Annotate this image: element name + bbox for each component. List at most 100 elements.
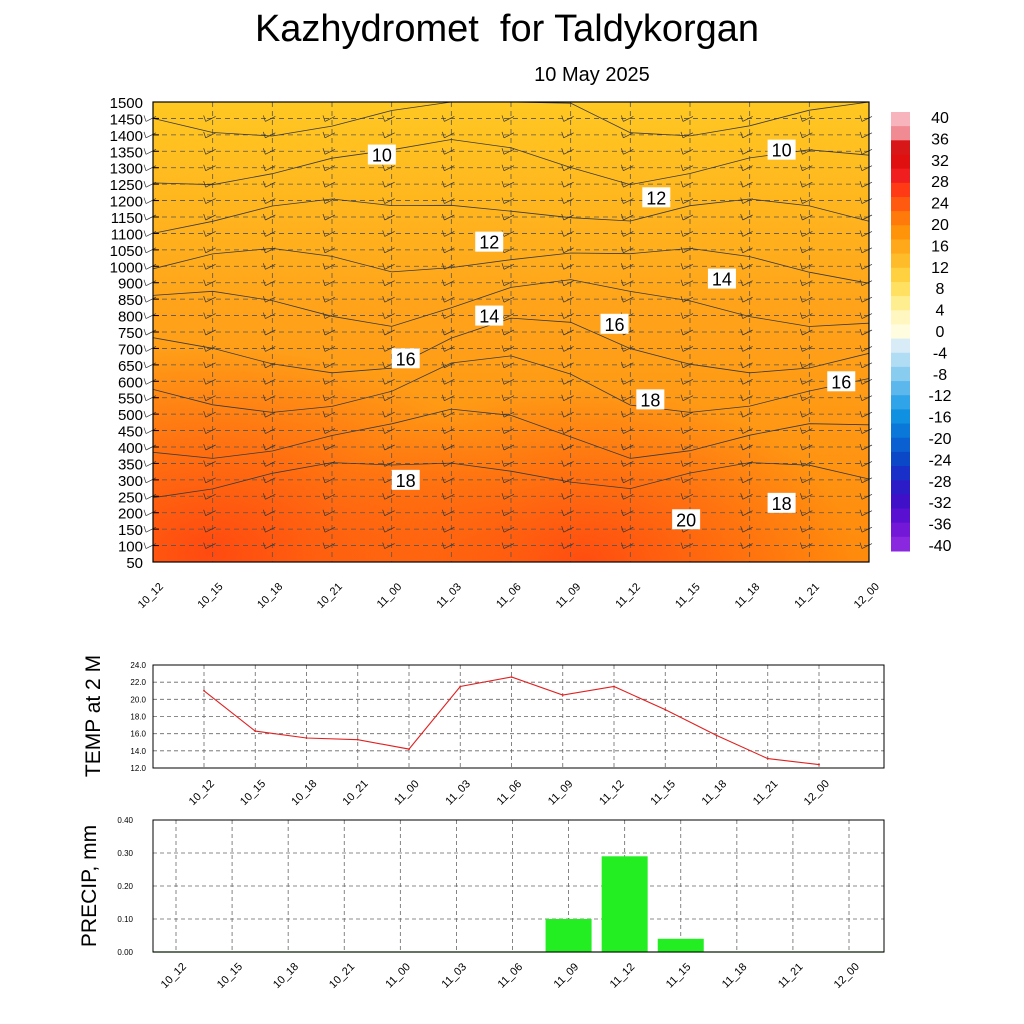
y-tick-label: 18.0 bbox=[130, 713, 146, 722]
wind-barb bbox=[861, 116, 873, 122]
wind-barb bbox=[384, 198, 395, 204]
wind-barb bbox=[800, 213, 803, 221]
wind-barb bbox=[265, 493, 276, 500]
wind-barb bbox=[621, 493, 624, 500]
wind-barb bbox=[742, 461, 753, 467]
wind-barb bbox=[680, 542, 684, 549]
wind-barb bbox=[563, 198, 574, 204]
wind-barb bbox=[501, 361, 505, 368]
wind-barb bbox=[263, 148, 266, 155]
wind-barb bbox=[444, 428, 455, 434]
wind-barb bbox=[742, 346, 753, 352]
wind-barb bbox=[442, 378, 445, 385]
wind-barb bbox=[442, 526, 445, 533]
wind-barb bbox=[563, 165, 574, 172]
wind-barb bbox=[143, 493, 147, 500]
wind-barb bbox=[800, 296, 803, 303]
contour-line bbox=[152, 247, 870, 284]
wind-barb bbox=[501, 427, 505, 434]
wind-barb bbox=[861, 510, 873, 517]
wind-barb bbox=[740, 460, 743, 467]
wind-barb bbox=[682, 181, 694, 188]
y-tick-label: 750 bbox=[118, 325, 143, 342]
precip-bar bbox=[657, 938, 704, 952]
wind-barb bbox=[503, 313, 515, 319]
y-tick-label: 0.20 bbox=[117, 882, 133, 891]
wind-barb bbox=[682, 329, 694, 336]
wind-barb bbox=[740, 181, 743, 188]
wind-barb bbox=[145, 444, 157, 451]
wind-barb bbox=[740, 378, 743, 385]
x-tick-label: 11_18 bbox=[733, 581, 763, 611]
wind-barb bbox=[324, 214, 336, 221]
wind-barb bbox=[145, 378, 157, 385]
colorbar-label: 24 bbox=[931, 196, 949, 213]
wind-barb bbox=[742, 263, 753, 270]
wind-barb bbox=[143, 476, 147, 483]
wind-barb bbox=[621, 476, 624, 483]
wind-barb bbox=[322, 443, 326, 451]
x-tick-label: 10_12 bbox=[187, 778, 217, 808]
wind-barb bbox=[740, 230, 743, 237]
wind-barb bbox=[740, 542, 743, 549]
wind-barb bbox=[859, 345, 863, 352]
wind-barb bbox=[563, 313, 574, 319]
wind-barb bbox=[263, 312, 266, 319]
wind-barb bbox=[322, 460, 326, 467]
wind-barb bbox=[324, 296, 336, 303]
contour-label: 18 bbox=[396, 471, 416, 491]
wind-barb bbox=[145, 329, 157, 336]
colorbar-label: 16 bbox=[931, 238, 949, 255]
wind-barb bbox=[501, 131, 505, 138]
contour-line bbox=[152, 355, 870, 413]
wind-barb bbox=[800, 345, 803, 352]
colorbar-label: -24 bbox=[928, 452, 951, 469]
wind-barb bbox=[621, 230, 624, 237]
wind-barb bbox=[384, 263, 395, 270]
wind-barb bbox=[205, 477, 216, 484]
wind-barb bbox=[384, 510, 395, 517]
wind-barb bbox=[203, 526, 206, 533]
wind-barb bbox=[382, 312, 385, 319]
wind-barb bbox=[680, 296, 684, 303]
colorbar-label: 36 bbox=[931, 131, 949, 148]
x-tick-label: 11_03 bbox=[440, 961, 470, 991]
x-tick-label: 11_15 bbox=[648, 778, 678, 808]
wind-barb bbox=[442, 279, 445, 286]
wind-barb bbox=[561, 460, 564, 467]
wind-barb bbox=[382, 443, 385, 451]
wind-barb bbox=[503, 116, 515, 122]
wind-barb bbox=[802, 526, 813, 533]
wind-barb bbox=[324, 493, 336, 500]
wind-barb bbox=[682, 263, 694, 270]
wind-barb bbox=[861, 165, 873, 172]
wind-barb bbox=[382, 526, 385, 533]
wind-barb bbox=[143, 312, 147, 319]
wind-barb bbox=[561, 361, 564, 368]
wind-barb bbox=[800, 361, 803, 368]
wind-barb bbox=[444, 378, 455, 385]
wind-barb bbox=[802, 165, 813, 172]
wind-barb bbox=[682, 313, 694, 319]
wind-barb bbox=[503, 526, 515, 533]
wind-barb bbox=[563, 116, 574, 122]
wind-barb bbox=[563, 378, 574, 385]
wind-barb bbox=[324, 231, 336, 237]
wind-barb bbox=[561, 328, 564, 336]
wind-barb bbox=[621, 509, 624, 516]
wind-barb bbox=[265, 132, 276, 139]
x-tick-label: 11_06 bbox=[494, 581, 524, 611]
wind-barb bbox=[444, 526, 455, 533]
wind-barb bbox=[382, 263, 385, 270]
temperature-point bbox=[561, 694, 564, 696]
wind-barb bbox=[680, 148, 684, 155]
wind-barb bbox=[680, 493, 684, 500]
wind-barb bbox=[384, 181, 395, 188]
wind-barb bbox=[145, 132, 157, 139]
wind-barb bbox=[444, 477, 455, 484]
wind-barb bbox=[742, 148, 753, 155]
colorbar-swatch bbox=[891, 451, 910, 467]
wind-barb bbox=[442, 427, 445, 434]
x-tick-label: 11_03 bbox=[443, 778, 473, 808]
wind-barb bbox=[742, 477, 753, 484]
